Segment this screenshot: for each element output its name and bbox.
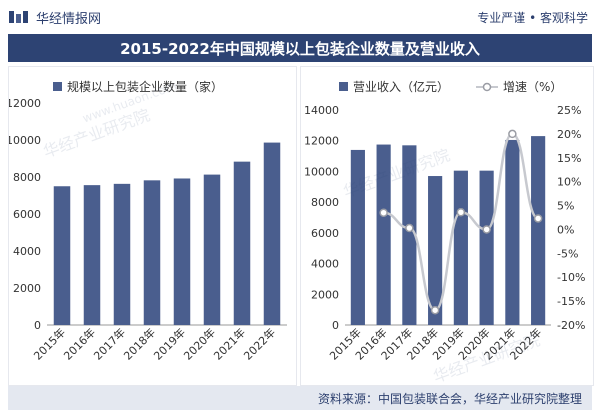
y-tick-label: 8000 xyxy=(13,171,41,184)
bar xyxy=(113,183,131,325)
growth-point xyxy=(533,214,543,223)
y-tick-label: 10000 xyxy=(304,165,339,178)
y-tick-label: 12000 xyxy=(304,135,339,148)
y-tick-label: 4000 xyxy=(13,245,41,258)
footer: 资料来源：中国包装联合会，华经产业研究院整理 xyxy=(8,386,592,410)
bar xyxy=(263,142,281,325)
bar xyxy=(83,185,101,325)
bar xyxy=(53,186,71,325)
enterprise-count-chart: 0200040006000800010000120002015年2016年201… xyxy=(6,79,287,363)
brand-logo-icon xyxy=(9,11,28,23)
y2-tick-label: -5% xyxy=(557,247,578,260)
x-tick-label: 2022年 xyxy=(241,325,278,362)
x-tick-label: 2020年 xyxy=(181,325,218,362)
y2-tick-label: 25% xyxy=(557,104,581,117)
legend-label: 营业收入（亿元） xyxy=(353,79,449,94)
brand-name: 华经情报网 xyxy=(36,11,102,27)
bar xyxy=(453,170,468,325)
bar xyxy=(402,145,417,325)
bar xyxy=(203,174,221,325)
growth-point xyxy=(430,305,440,315)
growth-point xyxy=(379,208,388,217)
brand: 华经情报网 xyxy=(8,8,102,27)
x-tick-label: 2019年 xyxy=(151,325,188,362)
bar xyxy=(505,139,520,325)
revenue-chart: 020004000600080001000012000140002015年201… xyxy=(304,79,585,363)
y-tick-label: 14000 xyxy=(304,104,339,117)
legend-label: 增速（%） xyxy=(503,80,562,94)
y2-tick-label: 10% xyxy=(557,176,581,189)
bar xyxy=(428,176,443,325)
source-note: 资料来源：中国包装联合会，华经产业研究院整理 xyxy=(317,391,582,406)
revenue-chart-panel: 0 2000 4000 6000 8000 10000 12000 14000 2015年 201… xyxy=(300,66,594,386)
x-tick-label: 2021年 xyxy=(211,325,248,362)
legend-swatch-bar xyxy=(53,82,62,91)
legend-swatch-marker xyxy=(482,82,492,92)
enterprise-count-chart-panel: 0 2000 4000 6000 8000 10000 12000 2015年 2016年 201… xyxy=(6,66,297,386)
bar xyxy=(233,161,251,325)
y-tick-label: 8000 xyxy=(311,196,339,209)
x-tick-label: 2016年 xyxy=(61,325,98,362)
bar xyxy=(350,149,365,325)
header-bar: 华经情报网 专业严谨 • 客观科学 xyxy=(0,0,600,34)
bar xyxy=(531,136,546,325)
x-tick-label: 2017年 xyxy=(91,325,128,362)
chart-title: 2015-2022年中国规模以上包装企业数量及营业收入 xyxy=(8,34,592,62)
y2-tick-label: 0% xyxy=(557,223,574,236)
legend-label: 规模以上包装企业数量（家） xyxy=(67,79,223,94)
y2-tick-label: -20% xyxy=(557,319,585,332)
bar xyxy=(143,180,161,325)
y-tick-label: 2000 xyxy=(311,288,339,301)
y2-tick-label: -10% xyxy=(557,271,585,284)
bar xyxy=(479,170,494,325)
y-tick-label: 6000 xyxy=(13,208,41,221)
legend-swatch-bar xyxy=(339,82,348,91)
y-tick-label: 0 xyxy=(34,319,41,332)
y-tick-label: 6000 xyxy=(311,227,339,240)
growth-point xyxy=(482,225,491,234)
growth-point xyxy=(456,207,466,217)
x-tick-label: 2018年 xyxy=(121,325,158,362)
y2-tick-label: 15% xyxy=(557,152,581,165)
y2-tick-label: 20% xyxy=(557,128,581,141)
y2-tick-label: -15% xyxy=(557,295,585,308)
y-tick-label: 12000 xyxy=(9,97,41,110)
y-tick-label: 0 xyxy=(332,319,339,332)
growth-point xyxy=(508,129,517,139)
tagline: 专业严谨 • 客观科学 xyxy=(477,11,588,25)
bar xyxy=(173,178,191,325)
bar xyxy=(376,144,391,325)
y-tick-label: 10000 xyxy=(9,134,41,147)
y-tick-label: 2000 xyxy=(13,282,41,295)
y-tick-label: 4000 xyxy=(311,258,339,271)
growth-point xyxy=(405,223,414,233)
y2-tick-label: 5% xyxy=(557,200,574,213)
